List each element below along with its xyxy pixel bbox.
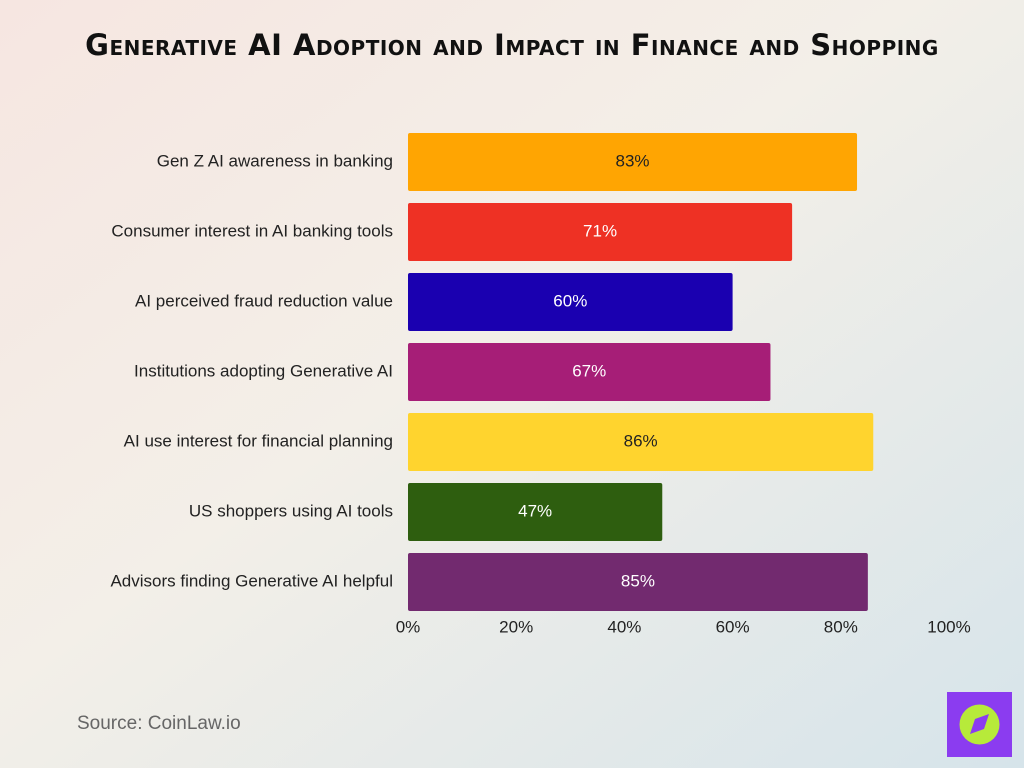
x-tick-label: 0% [396, 617, 421, 636]
value-label: 85% [621, 571, 655, 590]
y-tick-label: AI perceived fraud reduction value [135, 291, 393, 310]
x-tick-label: 100% [927, 617, 970, 636]
x-tick-label: 60% [716, 617, 750, 636]
logo-glyph [970, 714, 989, 734]
y-tick-label: Advisors finding Generative AI helpful [110, 571, 393, 590]
x-tick-label: 80% [824, 617, 858, 636]
y-tick-label: Gen Z AI awareness in banking [157, 151, 393, 170]
value-label: 60% [553, 291, 587, 310]
logo [947, 692, 1012, 757]
chart-title: Generative AI Adoption and Impact in Fin… [85, 28, 939, 62]
y-tick-label: Institutions adopting Generative AI [134, 361, 393, 380]
x-tick-label: 40% [607, 617, 641, 636]
value-label: 86% [624, 431, 658, 450]
bar [408, 413, 874, 471]
bar [408, 133, 858, 191]
y-tick-label: US shoppers using AI tools [189, 501, 393, 520]
value-label: 47% [518, 501, 552, 520]
x-tick-label: 20% [499, 617, 533, 636]
bar [408, 343, 771, 401]
bar [408, 203, 793, 261]
source: Source: CoinLaw.io [77, 713, 241, 734]
value-label: 67% [572, 361, 606, 380]
bar [408, 553, 868, 611]
bar [408, 273, 733, 331]
y-tick-label: AI use interest for financial planning [124, 431, 393, 450]
bar [408, 483, 663, 541]
value-label: 83% [615, 151, 649, 170]
y-tick-label: Consumer interest in AI banking tools [111, 221, 393, 240]
value-label: 71% [583, 221, 617, 240]
